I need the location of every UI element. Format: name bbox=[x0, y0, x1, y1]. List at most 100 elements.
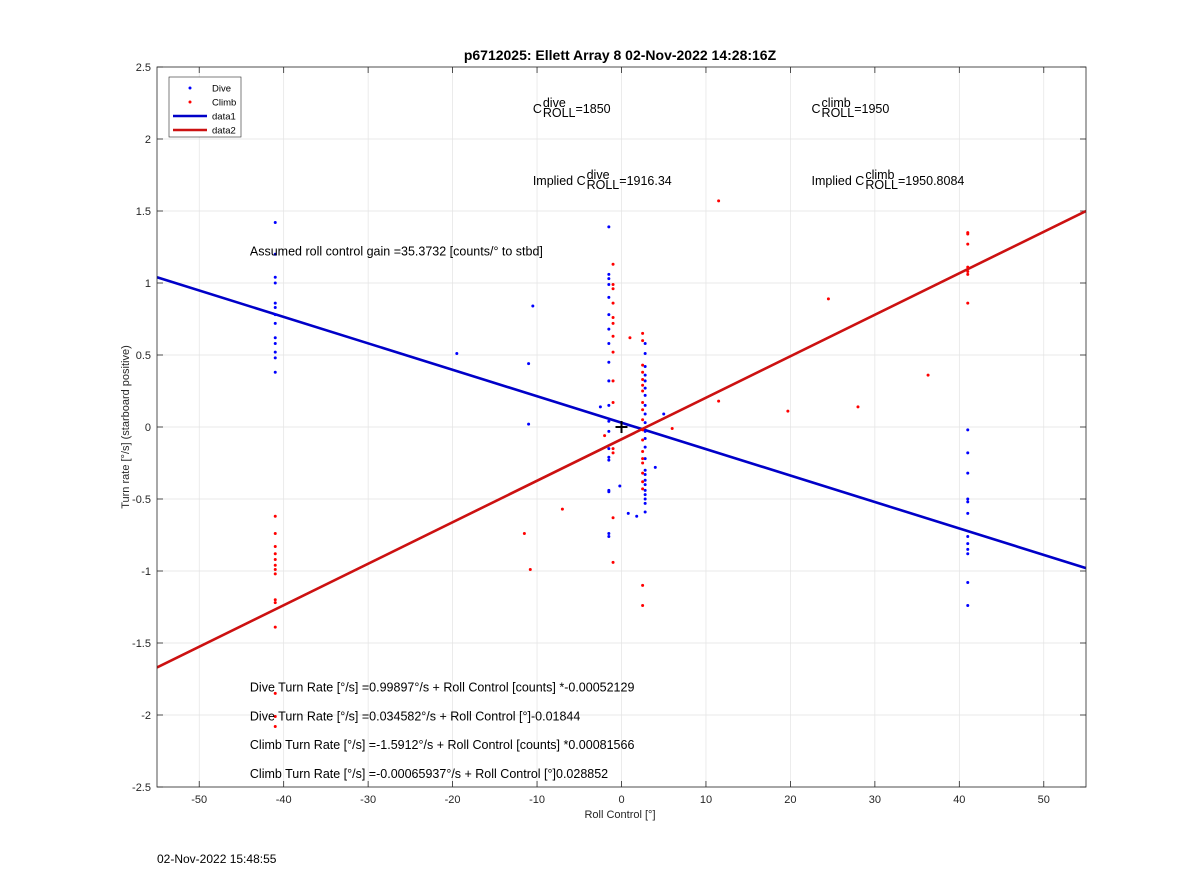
x-axis-label: Roll Control [°] bbox=[584, 809, 655, 821]
climb-point bbox=[641, 408, 645, 412]
annotation-value: =1950 bbox=[854, 102, 889, 116]
climb-point bbox=[641, 583, 645, 587]
x-tick-label: -10 bbox=[529, 794, 545, 806]
dive-point bbox=[618, 484, 622, 488]
x-tick-label: -20 bbox=[445, 794, 461, 806]
climb-point bbox=[641, 331, 645, 335]
dive-point bbox=[607, 313, 611, 317]
annotation-text: Dive Turn Rate [°/s] =0.99897°/s + Roll … bbox=[250, 681, 635, 695]
footer-timestamp: 02-Nov-2022 15:48:55 bbox=[157, 852, 277, 866]
dive-point bbox=[598, 405, 602, 409]
climb-point bbox=[611, 350, 615, 354]
dive-point bbox=[607, 429, 611, 433]
annotation-superscript: dive bbox=[543, 96, 566, 110]
dive-point bbox=[643, 393, 647, 397]
legend-label: Climb bbox=[212, 98, 236, 109]
annotation-superscript: dive bbox=[587, 168, 610, 182]
dive-point bbox=[662, 412, 666, 416]
climb-point bbox=[273, 568, 277, 572]
annotation-subscript: ROLL bbox=[865, 178, 898, 192]
dive-point bbox=[273, 350, 277, 354]
dive-point bbox=[273, 252, 277, 256]
annotation-main: Implied C bbox=[812, 174, 865, 188]
dive-point bbox=[607, 295, 611, 299]
climb-point bbox=[786, 409, 790, 413]
x-tick-label: 50 bbox=[1038, 794, 1050, 806]
climb-point bbox=[560, 507, 564, 511]
annotation-subscript: ROLL bbox=[822, 106, 855, 120]
x-tick-label: 20 bbox=[784, 794, 796, 806]
dive-point bbox=[607, 327, 611, 331]
legend-item-data2: data2 bbox=[173, 126, 236, 137]
dive-point bbox=[607, 532, 611, 536]
dive-point bbox=[643, 437, 647, 441]
x-tick-label: -30 bbox=[360, 794, 376, 806]
dive-point bbox=[607, 458, 611, 462]
climb-point bbox=[670, 426, 674, 430]
legend-marker bbox=[188, 100, 192, 104]
series-line-data2 bbox=[157, 209, 1086, 669]
dive-point bbox=[966, 604, 970, 608]
x-tick-label: 40 bbox=[953, 794, 965, 806]
dive-point bbox=[966, 581, 970, 585]
dive-point bbox=[607, 360, 611, 364]
climb-point bbox=[611, 379, 615, 383]
dive-point bbox=[653, 465, 657, 469]
y-tick-label: 1.5 bbox=[136, 206, 151, 218]
annotation-superscript: climb bbox=[865, 168, 894, 182]
climb-point bbox=[641, 418, 645, 422]
annotation-value: =1916.34 bbox=[619, 174, 672, 188]
climb-point bbox=[611, 447, 615, 451]
dive-point bbox=[643, 386, 647, 390]
dive-point bbox=[607, 277, 611, 281]
climb-point bbox=[641, 449, 645, 453]
climb-point bbox=[603, 434, 607, 438]
dive-point bbox=[273, 321, 277, 325]
climb-point bbox=[273, 714, 277, 718]
climb-point bbox=[966, 265, 970, 269]
climb-point bbox=[628, 336, 632, 340]
climb-point bbox=[522, 532, 526, 536]
dive-point bbox=[643, 457, 647, 461]
dive-point bbox=[643, 365, 647, 369]
dive-point bbox=[643, 373, 647, 377]
climb-point bbox=[641, 370, 645, 374]
dive-point bbox=[643, 445, 647, 449]
legend-label: data1 bbox=[212, 112, 236, 123]
climb-point bbox=[966, 272, 970, 276]
y-tick-label: 1 bbox=[145, 278, 151, 290]
dive-point bbox=[626, 511, 630, 515]
legend-item-data1: data1 bbox=[173, 112, 236, 123]
climb-point bbox=[641, 461, 645, 465]
climb-point bbox=[641, 389, 645, 393]
dive-point bbox=[273, 275, 277, 279]
dive-point bbox=[643, 403, 647, 407]
climb-point bbox=[641, 383, 645, 387]
climb-point bbox=[641, 377, 645, 381]
climb-point bbox=[273, 625, 277, 629]
plot-area: -50 -40 -30 -20 -10 0 10 20 30 40 50 -2.5-2-1.5-1-… bbox=[132, 62, 1087, 806]
dive-point bbox=[607, 419, 611, 423]
dive-point bbox=[643, 429, 647, 433]
dive-point bbox=[966, 511, 970, 515]
dive-point bbox=[273, 305, 277, 309]
climb-point bbox=[273, 598, 277, 602]
dive-point bbox=[273, 370, 277, 374]
dive-point bbox=[607, 379, 611, 383]
dive-point bbox=[643, 412, 647, 416]
annotation-main: C bbox=[533, 102, 542, 116]
y-tick-label: -1.5 bbox=[132, 638, 151, 650]
dive-point bbox=[966, 547, 970, 551]
dive-point bbox=[531, 304, 535, 308]
dive-point bbox=[966, 497, 970, 501]
annotation-value: =1850 bbox=[576, 102, 611, 116]
annotation-text: Assumed roll control gain =35.3732 [coun… bbox=[250, 244, 543, 258]
dive-point bbox=[643, 488, 647, 492]
dive-point bbox=[273, 313, 277, 317]
y-axis-ticks: -2.5 -2 -1.5 -1 -0.5 0 0.5 1 1.5 2 2.5 bbox=[132, 62, 1086, 794]
climb-point bbox=[273, 563, 277, 567]
climb-point bbox=[641, 339, 645, 343]
climb-point bbox=[826, 297, 830, 301]
climb-point bbox=[611, 560, 615, 564]
